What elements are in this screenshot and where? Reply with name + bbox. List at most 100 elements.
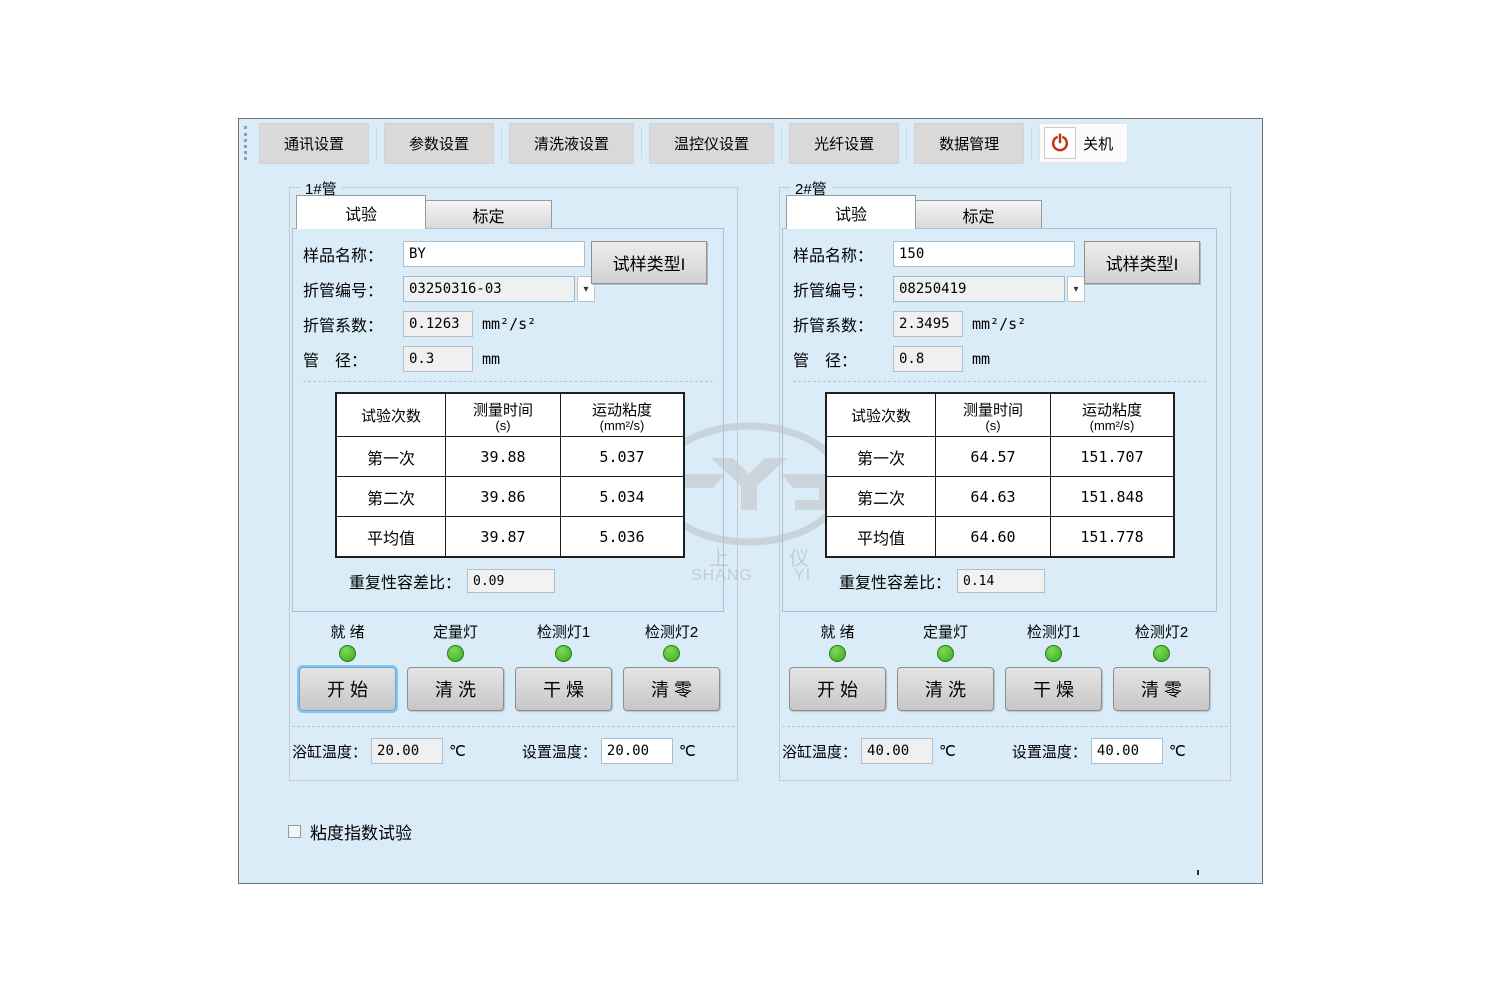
detect2-led-label: 检测灯2 bbox=[644, 624, 699, 641]
sample-name-input[interactable]: BY bbox=[403, 241, 585, 267]
power-icon bbox=[1044, 127, 1077, 159]
detect1-led-label: 检测灯1 bbox=[1026, 624, 1081, 641]
tube-number-select[interactable]: 03250316-03 bbox=[403, 276, 575, 302]
sample-type-button[interactable]: 试样类型I bbox=[1084, 241, 1200, 284]
temperature-row: 浴缸温度： 40.00 ℃ 设置温度： 40.00 ℃ bbox=[782, 738, 1230, 764]
set-temp-input[interactable]: 20.00 bbox=[600, 738, 673, 764]
toolbar-button-data-management[interactable]: 数据管理 bbox=[914, 122, 1025, 164]
tube1-panel-title: 1#管 bbox=[300, 178, 342, 199]
tube-coefficient-unit: mm²/s² bbox=[482, 315, 537, 333]
col-header-time: 测量时间 (s) bbox=[935, 392, 1051, 437]
tube-diameter-value: 0.8 bbox=[893, 346, 963, 372]
watermark-cn-right: 仪 bbox=[789, 548, 809, 570]
col-header-viscosity: 运动粘度 (mm²/s) bbox=[560, 392, 685, 437]
dropdown-arrow-icon[interactable]: ▾ bbox=[577, 276, 595, 302]
shutdown-button[interactable]: 关机 bbox=[1039, 123, 1129, 163]
toolbar-separator bbox=[376, 127, 378, 159]
detect1-led-label: 检测灯1 bbox=[536, 624, 591, 641]
clean-button[interactable]: 清 洗 bbox=[407, 667, 504, 711]
table-row: 平均值 64.60 151.778 bbox=[825, 516, 1175, 558]
tube-coefficient-unit: mm²/s² bbox=[972, 315, 1027, 333]
col-header-viscosity: 运动粘度 (mm²/s) bbox=[1050, 392, 1175, 437]
clean-button[interactable]: 清 洗 bbox=[897, 667, 994, 711]
toolbar-button-fiber-settings[interactable]: 光纤设置 bbox=[789, 122, 900, 164]
bath-temp-label: 浴缸温度： bbox=[782, 743, 858, 761]
table-row: 平均值 39.87 5.036 bbox=[335, 516, 685, 558]
results-table: 试验次数 测量时间 (s) 运动粘度 (mm²/s) 第一次 64. bbox=[825, 392, 1175, 558]
bath-temp-value: 20.00 bbox=[371, 738, 444, 764]
toolbar-grip-handle[interactable] bbox=[244, 126, 247, 160]
toolbar-separator bbox=[906, 127, 908, 159]
bath-temp-value: 40.00 bbox=[861, 738, 934, 764]
tube-diameter-value: 0.3 bbox=[403, 346, 473, 372]
tube1-tabs: 试验 标定 bbox=[296, 195, 737, 229]
detect1-led-indicator bbox=[1045, 645, 1062, 662]
watermark-en-right: YI bbox=[794, 567, 812, 584]
toolbar-separator bbox=[781, 127, 783, 159]
toolbar: 通讯设置 参数设置 清洗液设置 温控仪设置 光纤设置 数据管理 关机 bbox=[239, 119, 1262, 167]
tube1-tab-test[interactable]: 试验 bbox=[296, 195, 426, 229]
bath-temp-label: 浴缸温度： bbox=[292, 743, 368, 761]
repeatability-tolerance-label: 重复性容差比： bbox=[349, 575, 462, 592]
ready-led-label: 就 绪 bbox=[330, 624, 365, 641]
divider bbox=[303, 381, 713, 382]
tube-diameter-label: 管 径： bbox=[303, 353, 368, 370]
tube-coefficient-value: 0.1263 bbox=[403, 311, 473, 337]
sample-name-input[interactable]: 150 bbox=[893, 241, 1075, 267]
tube2-tab-calibration[interactable]: 标定 bbox=[916, 200, 1042, 229]
table-row: 第一次 39.88 5.037 bbox=[335, 436, 685, 477]
dropdown-arrow-icon[interactable]: ▾ bbox=[1067, 276, 1085, 302]
tube2-tab-test[interactable]: 试验 bbox=[786, 195, 916, 229]
temp-unit: ℃ bbox=[1168, 743, 1186, 760]
toolbar-button-cleaning-fluid-settings[interactable]: 清洗液设置 bbox=[509, 122, 635, 164]
status-led-row: 就 绪 定量灯 检测灯1 检测灯2 bbox=[789, 621, 1230, 662]
tube2-panel-title: 2#管 bbox=[790, 178, 832, 199]
detect2-led-indicator bbox=[663, 645, 680, 662]
set-temp-input[interactable]: 40.00 bbox=[1090, 738, 1163, 764]
toolbar-button-temp-controller-settings[interactable]: 温控仪设置 bbox=[649, 122, 775, 164]
detect2-led-label: 检测灯2 bbox=[1134, 624, 1189, 641]
watermark-cn-left: 上 bbox=[709, 548, 729, 570]
tube-coefficient-value: 2.3495 bbox=[893, 311, 963, 337]
dry-button[interactable]: 干 燥 bbox=[515, 667, 612, 711]
col-header-trial: 试验次数 bbox=[335, 392, 446, 437]
toolbar-separator bbox=[1031, 127, 1033, 159]
watermark-en-left: SHANG bbox=[691, 567, 753, 584]
dosing-led-label: 定量灯 bbox=[432, 624, 478, 641]
toolbar-separator bbox=[501, 127, 503, 159]
toolbar-separator bbox=[641, 127, 643, 159]
status-led-row: 就 绪 定量灯 检测灯1 检测灯2 bbox=[299, 621, 737, 662]
tube2-tab-content: 样品名称： 150 试样类型I 折管编号： 08250419 ▾ 折管系数： 2… bbox=[782, 228, 1217, 612]
set-temp-label: 设置温度： bbox=[1011, 743, 1087, 761]
cursor-artifact bbox=[1197, 870, 1199, 875]
tube1-tab-calibration[interactable]: 标定 bbox=[426, 200, 552, 229]
col-header-trial: 试验次数 bbox=[825, 392, 936, 437]
toolbar-button-comm-settings[interactable]: 通讯设置 bbox=[259, 122, 370, 164]
table-row: 第二次 64.63 151.848 bbox=[825, 476, 1175, 517]
start-button[interactable]: 开 始 bbox=[789, 667, 886, 711]
action-button-row: 开 始 清 洗 干 燥 清 零 bbox=[297, 665, 737, 713]
temp-unit: ℃ bbox=[449, 743, 466, 760]
sample-type-button[interactable]: 试样类型I bbox=[591, 241, 707, 284]
sample-name-label: 样品名称： bbox=[793, 248, 874, 265]
toolbar-button-param-settings[interactable]: 参数设置 bbox=[384, 122, 495, 164]
dosing-led-label: 定量灯 bbox=[922, 624, 968, 641]
shutdown-label: 关机 bbox=[1083, 135, 1114, 153]
viscosity-index-label: 粘度指数试验 bbox=[310, 824, 412, 843]
zero-button[interactable]: 清 零 bbox=[623, 667, 720, 711]
col-header-time: 测量时间 (s) bbox=[445, 392, 561, 437]
dry-button[interactable]: 干 燥 bbox=[1005, 667, 1102, 711]
tube-diameter-label: 管 径： bbox=[793, 353, 858, 370]
action-button-row: 开 始 清 洗 干 燥 清 零 bbox=[789, 667, 1230, 711]
tube-number-select[interactable]: 08250419 bbox=[893, 276, 1065, 302]
divider bbox=[793, 381, 1206, 382]
zero-button[interactable]: 清 零 bbox=[1113, 667, 1210, 711]
results-table: 试验次数 测量时间 (s) 运动粘度 (mm²/s) 第一次 39. bbox=[335, 392, 685, 558]
tube2-panel: 2#管 试验 标定 样品名称： 150 试样类型I 折管编号： 08250419… bbox=[779, 178, 1231, 781]
dosing-led-indicator bbox=[447, 645, 464, 662]
ready-led-indicator bbox=[339, 645, 356, 662]
viscosity-index-checkbox[interactable] bbox=[288, 825, 301, 838]
ready-led-indicator bbox=[829, 645, 846, 662]
start-button[interactable]: 开 始 bbox=[297, 665, 398, 713]
tube-number-label: 折管编号： bbox=[303, 283, 384, 300]
